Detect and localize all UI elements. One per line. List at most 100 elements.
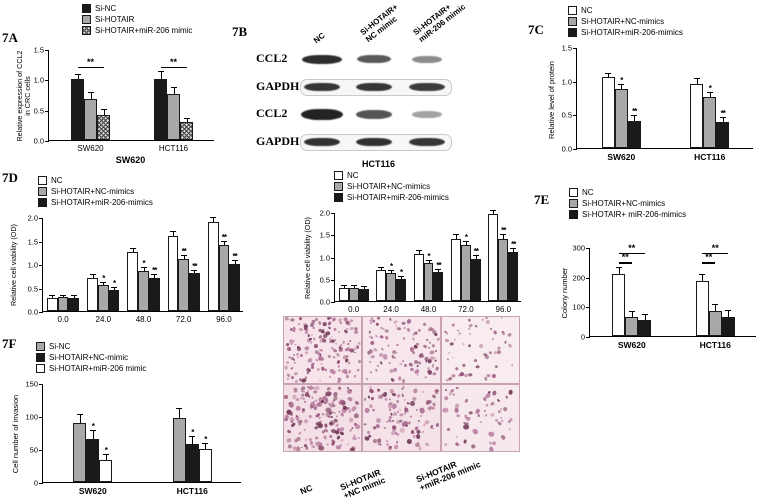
ytick-label: 0.5 — [320, 275, 330, 284]
legend-row: Si-HOTAIR+miR-206-mimics — [568, 28, 683, 37]
legend-swatch — [569, 199, 578, 208]
ytick-label: 1.5 — [320, 231, 330, 240]
legend-swatch — [568, 17, 577, 26]
errcap — [71, 295, 77, 296]
stained-cell — [297, 356, 300, 359]
bar — [433, 272, 443, 301]
xtick-label: 48.0 — [421, 305, 437, 314]
bar — [229, 264, 240, 311]
stained-cell — [419, 415, 422, 418]
stained-cell — [329, 376, 331, 378]
bar — [386, 273, 396, 301]
stained-cell — [486, 404, 490, 408]
bar — [339, 288, 349, 301]
xtick-label: 0.0 — [348, 305, 359, 314]
stained-cell — [331, 335, 333, 337]
plot-area: 0.0 0.5 1.0 1.5 2.0 0.0 24.0 * * 48.0 * ** 72.0 * ** 96… — [334, 213, 521, 302]
bar — [84, 99, 97, 140]
legend-label: Si-HOTAIR+NC-mimics — [581, 17, 664, 26]
bar — [376, 270, 386, 301]
stained-cell — [465, 399, 469, 404]
ytick-label: 1.0 — [28, 261, 38, 270]
star: ** — [632, 107, 636, 116]
ytick-mark — [331, 280, 335, 281]
ytick-mark — [45, 141, 49, 142]
stained-cell — [317, 321, 321, 326]
bar — [461, 245, 471, 301]
stained-cell — [299, 354, 302, 357]
xtick-label: 48.0 — [136, 315, 152, 324]
stained-cell — [452, 323, 456, 327]
errbar — [608, 74, 609, 77]
stained-cell — [291, 376, 295, 380]
errbar — [224, 242, 225, 245]
stained-cell — [340, 413, 344, 417]
stained-cell — [354, 351, 356, 352]
invasion-micrograph — [362, 384, 441, 452]
legend-label: Si-HOTAIR+NC-mimics — [51, 187, 134, 196]
stained-cell — [452, 357, 454, 358]
bar — [612, 274, 625, 336]
stained-cell — [508, 343, 512, 348]
stained-cell — [299, 328, 303, 332]
errcap — [210, 217, 216, 218]
transwell-invasion-images: NC Si-HOTAIR +NC mimic Si-HOTAIR +miR-206 … — [283, 316, 525, 502]
stained-cell — [488, 351, 491, 354]
bar — [47, 298, 58, 311]
legend-label: NC — [581, 6, 593, 15]
star: ** — [152, 266, 156, 275]
bar — [167, 94, 180, 140]
stained-cell — [449, 341, 453, 345]
protein-band — [409, 83, 445, 91]
stained-cell — [369, 361, 372, 364]
significance-label: ** — [628, 243, 635, 253]
xtick-label: HCT116 — [700, 340, 731, 350]
ytick-mark — [39, 312, 43, 313]
protein-band — [304, 83, 340, 91]
legend-row: Si-HOTAIR+miR-206 mimic — [36, 364, 146, 373]
stained-cell — [380, 362, 383, 365]
errcap — [176, 408, 182, 409]
stained-cell — [330, 416, 333, 419]
legend-row: Si-HOTAIR+NC-mimics — [568, 17, 683, 26]
stained-cell — [410, 416, 413, 419]
bar — [109, 290, 120, 311]
stained-cell — [508, 390, 513, 395]
stained-cell — [444, 389, 447, 392]
significance-bracket — [619, 262, 632, 263]
stained-cell — [412, 332, 415, 336]
stained-cell — [384, 426, 387, 429]
legend-swatch — [82, 15, 91, 24]
x-axis-label: SW620 — [48, 155, 213, 165]
errbar — [438, 270, 439, 272]
significance-bracket — [161, 67, 187, 68]
legend-label: Si-HOTAIR+miR-206-mimics — [51, 198, 153, 207]
bar — [178, 259, 189, 311]
stained-cell — [284, 366, 287, 370]
errbar — [144, 268, 145, 271]
stained-cell — [394, 444, 399, 450]
errbar — [74, 296, 75, 297]
stained-cell — [470, 444, 475, 449]
errbar — [184, 256, 185, 259]
ytick-mark — [39, 384, 43, 385]
stained-cell — [304, 346, 309, 351]
stained-cell — [346, 375, 350, 378]
stained-cell — [389, 362, 391, 364]
invasion-micrograph — [283, 384, 362, 452]
stained-cell — [433, 372, 437, 376]
ytick-mark — [39, 483, 43, 484]
stained-cell — [381, 347, 385, 351]
plot-area: 0 50 100 150 SW620 * * HCT116 * * — [42, 384, 241, 483]
stained-cell — [412, 338, 415, 341]
ytick-mark — [331, 213, 335, 214]
ytick-label: 200 — [572, 273, 585, 282]
stained-cell — [507, 332, 512, 337]
stained-cell — [409, 362, 414, 367]
legend-row: NC — [569, 188, 686, 197]
stained-cell — [338, 318, 343, 323]
stained-cell — [510, 364, 513, 366]
legend-row: Si-HOTAIR+miR-206-mimics — [38, 198, 153, 207]
stained-cell — [406, 318, 411, 324]
stained-cell — [484, 414, 488, 418]
